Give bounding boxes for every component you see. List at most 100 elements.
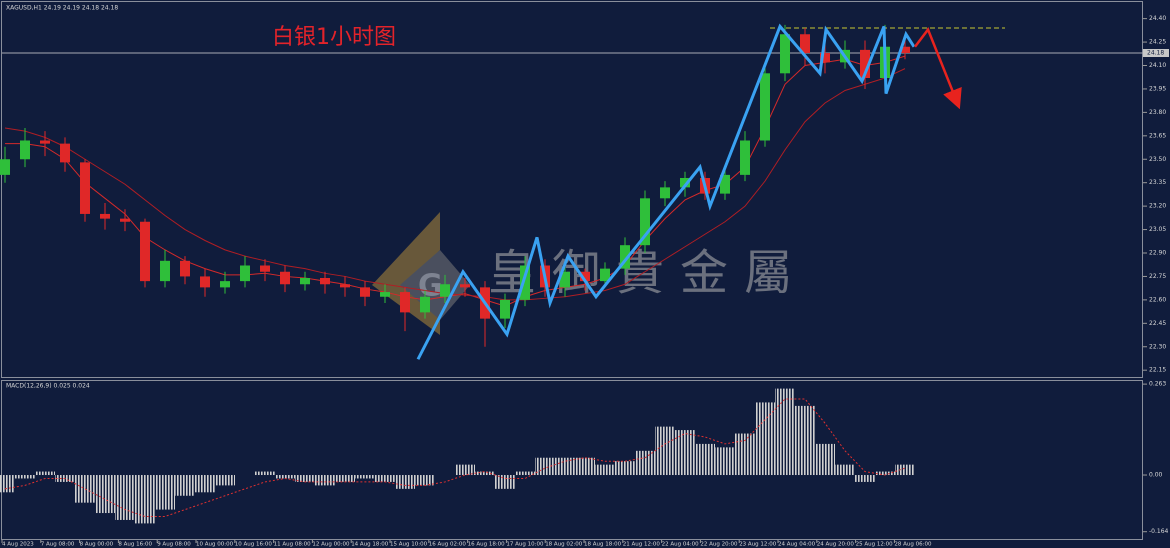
x-tick-label: 22 Aug 04:00 (662, 542, 700, 548)
macd-bar (115, 475, 135, 520)
macd-bar (875, 471, 895, 476)
macd-bar (75, 475, 95, 503)
macd-bar (255, 471, 275, 476)
candle-body (680, 178, 690, 188)
x-tick-label: 22 Aug 20:00 (700, 542, 738, 548)
y-tick-label: 23.95 (1149, 85, 1166, 92)
x-tick-label: 12 Aug 00:00 (312, 542, 350, 548)
macd-bar (735, 433, 755, 476)
macd-bar (495, 475, 515, 489)
candle-body (780, 34, 790, 74)
candle-body (760, 73, 770, 141)
candle-body (40, 140, 50, 144)
y-tick-label: 24.25 (1149, 39, 1166, 46)
watermark-text: 皇御貴金屬 (488, 245, 808, 301)
candle-body (80, 162, 90, 214)
macd-bar (195, 475, 215, 493)
x-tick-label: 8 Aug 16:00 (118, 542, 152, 548)
x-tick-label: 16 Aug 18:00 (468, 542, 506, 548)
y-tick-label: 23.65 (1149, 132, 1166, 139)
macd-bar (635, 450, 655, 476)
candle-body (260, 265, 270, 272)
candle-body (220, 281, 230, 288)
macd-bar (135, 475, 155, 524)
macd-bar (595, 464, 615, 476)
candle-body (60, 143, 70, 163)
main-panel-border (1, 1, 1143, 378)
y-tick-label: 22.60 (1149, 296, 1166, 303)
y-tick-label: 23.20 (1149, 203, 1166, 210)
macd-bar (275, 475, 295, 479)
current-price-box (1143, 49, 1169, 57)
candle-body (620, 245, 630, 269)
candle-body (520, 265, 530, 300)
macd-bar (775, 388, 795, 476)
candle-body (0, 159, 10, 175)
y-tick-label: 24.40 (1149, 15, 1166, 22)
x-tick-label: 8 Aug 00:00 (80, 542, 114, 548)
macd-bar (515, 471, 535, 476)
macd-bar (815, 443, 835, 476)
moving-average (4, 68, 906, 301)
macd-bar (575, 457, 595, 476)
candle-body (300, 278, 310, 285)
macd-bar (855, 475, 875, 482)
x-tick-label: 18 Aug 18:00 (584, 542, 622, 548)
candle-body (400, 292, 410, 313)
header: XAGUSD,H1 24.19 24.19 24.18 24.18 (6, 5, 118, 12)
candle-body (500, 299, 510, 319)
candle-body (380, 292, 390, 297)
x-tick-label: 24 Aug 04:00 (778, 542, 816, 548)
y-tick-label: 22.90 (1149, 250, 1166, 257)
macd-bar (675, 430, 695, 476)
x-tick-label: 15 Aug 10:00 (390, 542, 428, 548)
macd-bar (695, 443, 715, 476)
candle-body (200, 276, 210, 288)
current-price-label: 24.18 (1147, 50, 1164, 57)
macd-panel-border (1, 380, 1143, 540)
macd-y-tick-label: 0.263 (1149, 381, 1166, 388)
macd-bar (615, 461, 635, 476)
candle-body (140, 221, 150, 282)
macd-bar (375, 475, 395, 482)
x-tick-label: 14 Aug 18:00 (351, 542, 389, 548)
x-tick-label: 23 Aug 12:00 (739, 542, 777, 548)
x-tick-label: 17 Aug 10:00 (506, 542, 544, 548)
candle-body (360, 287, 370, 297)
macd-bar (155, 475, 175, 510)
candle-body (320, 278, 330, 285)
y-tick-label: 23.80 (1149, 109, 1166, 116)
macd-bar (215, 475, 235, 486)
candle-body (660, 187, 670, 199)
candle-body (860, 49, 870, 78)
y-tick-label: 23.50 (1149, 156, 1166, 163)
macd-bar (35, 471, 55, 476)
x-tick-label: 9 Aug 08:00 (157, 542, 191, 548)
candle-body (740, 140, 750, 175)
macd-label: MACD(12,26,9) 0.025 0.024 (6, 383, 90, 390)
macd-bar (535, 457, 555, 476)
y-tick-label: 23.05 (1149, 226, 1166, 233)
x-tick-label: 18 Aug 02:00 (545, 542, 583, 548)
y-tick-label: 23.35 (1149, 179, 1166, 186)
candle-body (580, 271, 590, 282)
candle-body (900, 46, 910, 53)
macd-bar (795, 405, 815, 476)
y-tick-label: 24.10 (1149, 62, 1166, 69)
macd-bar (315, 475, 335, 486)
candle-body (100, 213, 110, 219)
candle-body (280, 271, 290, 285)
candle-body (600, 268, 610, 282)
zigzag-annotation (416, 23, 916, 360)
candle-body (820, 53, 830, 63)
macd-bar (15, 475, 35, 479)
y-tick-label: 22.45 (1149, 320, 1166, 327)
macd-bar (755, 402, 775, 476)
macd-bar (455, 464, 475, 476)
x-tick-label: 16 Aug 02:00 (429, 542, 467, 548)
y-tick-label: 22.30 (1149, 343, 1166, 350)
macd-bar (715, 447, 735, 476)
macd-bar (295, 475, 315, 482)
candle-body (180, 260, 190, 277)
